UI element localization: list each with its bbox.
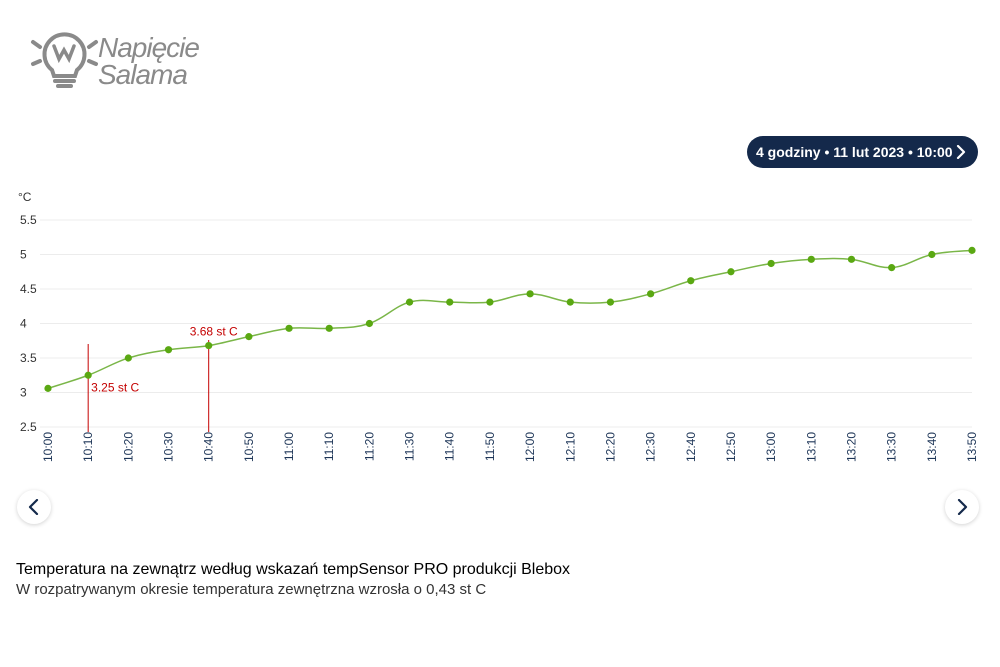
x-tick-label: 10:00 — [41, 432, 55, 462]
x-tick-label: 12:50 — [724, 432, 738, 462]
data-point — [888, 264, 896, 272]
annotation-label: 3.25 st C — [91, 380, 139, 394]
x-tick-label: 10:10 — [81, 432, 95, 462]
data-point — [767, 259, 775, 268]
data-point — [647, 290, 655, 298]
x-tick-label: 10:20 — [121, 432, 135, 462]
data-point — [807, 255, 815, 263]
data-point — [968, 246, 976, 254]
y-tick-label: 4 — [20, 317, 27, 331]
data-point — [405, 298, 414, 306]
data-point — [687, 277, 695, 285]
x-tick-label: 13:00 — [764, 432, 778, 462]
data-point — [44, 384, 52, 392]
logo-line-2: Salama — [98, 59, 188, 90]
data-point — [245, 333, 253, 341]
data-point — [124, 354, 132, 362]
lightbulb-icon — [31, 32, 98, 88]
y-tick-label: 2.5 — [20, 420, 37, 434]
caption-subtitle: W rozpatrywanym okresie temperatura zewn… — [16, 581, 487, 598]
data-point — [446, 298, 454, 306]
x-tick-label: 12:00 — [523, 432, 537, 462]
x-tick-label: 12:30 — [644, 432, 658, 462]
data-point — [486, 298, 494, 306]
data-point — [566, 298, 574, 306]
next-period-button[interactable] — [945, 490, 979, 524]
logo-text: Napięcie Salama — [98, 32, 200, 90]
x-tick-label: 10:50 — [242, 432, 256, 462]
data-point — [365, 319, 373, 328]
data-point — [727, 268, 735, 276]
y-tick-label: 4.5 — [20, 282, 37, 296]
x-tick-label: 11:00 — [282, 432, 296, 461]
x-tick-label: 11:20 — [362, 432, 376, 461]
x-tick-label: 13:40 — [925, 432, 939, 462]
data-point — [526, 290, 534, 298]
chevron-left-icon — [28, 499, 39, 515]
x-tick-label: 12:20 — [603, 432, 617, 462]
x-tick-label: 11:10 — [322, 432, 336, 461]
x-tick-label: 13:50 — [965, 432, 979, 462]
y-tick-label: 3 — [20, 386, 27, 400]
time-range-button[interactable]: 4 godziny • 11 lut 2023 • 10:00 — [747, 136, 978, 168]
caption-title: Temperatura na zewnątrz według wskazań t… — [16, 561, 571, 578]
y-tick-label: 5 — [20, 248, 27, 262]
x-tick-label: 11:30 — [403, 432, 417, 461]
x-tick-label: 10:30 — [162, 432, 176, 462]
data-point — [606, 298, 615, 306]
annotation-label: 3.68 st C — [190, 325, 238, 339]
temperature-series-line — [47, 249, 973, 390]
x-tick-label: 12:10 — [563, 432, 577, 462]
data-point — [847, 255, 856, 263]
chevron-right-icon — [957, 499, 968, 515]
chevron-right-icon — [956, 145, 966, 159]
data-point — [285, 324, 293, 332]
x-tick-label: 11:50 — [483, 432, 497, 461]
data-point — [325, 324, 333, 332]
x-tick-label: 13:10 — [804, 432, 818, 462]
logo — [30, 26, 220, 92]
x-tick-label: 10:40 — [202, 432, 216, 462]
x-tick-label: 12:40 — [684, 432, 698, 462]
data-point — [928, 250, 936, 259]
x-tick-label: 11:40 — [443, 432, 457, 461]
x-tick-label: 13:20 — [844, 432, 858, 462]
y-axis-unit-label: °C — [18, 190, 32, 204]
data-point — [84, 371, 92, 379]
logo-line-1: Napięcie — [98, 32, 200, 63]
y-tick-label: 3.5 — [20, 351, 37, 365]
y-tick-label: 5.5 — [20, 213, 37, 227]
data-point — [205, 341, 213, 350]
x-tick-label: 13:30 — [885, 432, 899, 462]
previous-period-button[interactable] — [17, 490, 51, 524]
data-point — [164, 346, 173, 354]
temperature-chart: °C 5.5 5 4.5 4 3.5 3 2.5 10:00 10:10 10:20 10:30 10:… — [18, 190, 979, 462]
time-range-label: 4 godziny • 11 lut 2023 • 10:00 — [756, 144, 953, 160]
